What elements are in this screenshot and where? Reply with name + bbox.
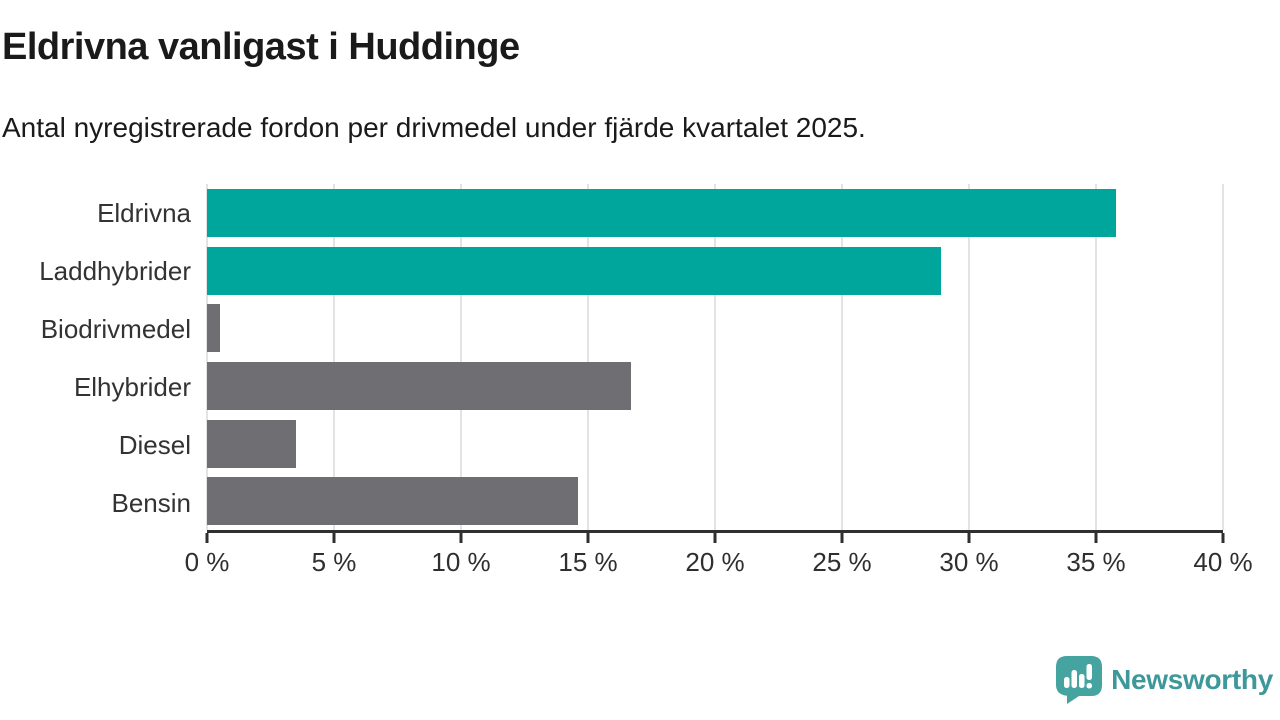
bar-biodrivmedel bbox=[207, 304, 220, 353]
axis-tick-label: 15 % bbox=[558, 547, 618, 577]
gridline bbox=[714, 184, 716, 530]
category-label: Bensin bbox=[111, 488, 192, 519]
bar-glyph-3 bbox=[1079, 674, 1085, 688]
bar-glyph-1 bbox=[1064, 677, 1070, 688]
newsworthy-bubble-bar-chart-icon bbox=[1056, 656, 1103, 704]
axis-tick-label: 20 % bbox=[685, 547, 745, 577]
category-label: Diesel bbox=[118, 430, 191, 461]
gridline bbox=[333, 184, 335, 530]
chart-title: Eldrivna vanligast i Huddinge bbox=[2, 26, 520, 68]
bar-row bbox=[207, 184, 1223, 242]
axis-tick-label: 25 % bbox=[812, 547, 872, 577]
category-label: Eldrivna bbox=[97, 197, 191, 228]
axis-tick-label: 5 % bbox=[311, 547, 357, 577]
gridline bbox=[1095, 184, 1097, 530]
axis-tick-label: 0 % bbox=[184, 547, 230, 577]
gridline bbox=[1222, 184, 1224, 530]
axis-tick bbox=[459, 533, 463, 543]
axis-tick bbox=[967, 533, 971, 543]
brand-name: Newsworthy bbox=[1111, 664, 1273, 695]
gridline bbox=[460, 184, 462, 530]
bar-row bbox=[207, 299, 1223, 357]
axis-tick bbox=[1221, 533, 1225, 543]
axis-tick-label: 30 % bbox=[939, 547, 999, 577]
bar-row bbox=[207, 357, 1223, 415]
axis-tick bbox=[840, 533, 844, 543]
gridline bbox=[206, 184, 208, 530]
axis-tick-label: 10 % bbox=[431, 547, 491, 577]
plot-area: 0 % 5 % 10 % 15 % 20 % 25 % 30 % 35 % 40 % bbox=[185, 184, 1253, 577]
bar-eldrivna bbox=[207, 188, 1117, 237]
newsworthy-logo: Newsworthy bbox=[1056, 656, 1273, 704]
bar-row bbox=[207, 415, 1223, 473]
bar-elhybrider bbox=[207, 361, 632, 410]
axis-tick-label: 40 % bbox=[1193, 547, 1253, 577]
bar-row bbox=[207, 472, 1223, 530]
bar-row bbox=[207, 242, 1223, 300]
chart-subtitle: Antal nyregistrerade fordon per drivmede… bbox=[2, 112, 866, 143]
category-label: Laddhybrider bbox=[39, 255, 191, 286]
bar-bensin bbox=[207, 477, 578, 526]
bars-container bbox=[207, 184, 1223, 530]
gridline bbox=[841, 184, 843, 530]
category-label: Biodrivmedel bbox=[40, 313, 191, 344]
y-axis-category-labels: Eldrivna Laddhybrider Biodrivmedel Elhybrid… bbox=[0, 184, 191, 533]
bar-laddhybrider bbox=[207, 246, 942, 295]
bar-glyph-2 bbox=[1071, 670, 1078, 688]
axis-tick bbox=[713, 533, 717, 543]
axis-tick-label: 35 % bbox=[1066, 547, 1126, 577]
exclamation-dot bbox=[1086, 683, 1093, 689]
axis-tick bbox=[205, 533, 209, 543]
bar-diesel bbox=[207, 419, 296, 468]
category-label: Elhybrider bbox=[73, 372, 191, 403]
gridline bbox=[587, 184, 589, 530]
exclamation-stroke bbox=[1086, 664, 1093, 680]
gridline bbox=[968, 184, 970, 530]
axis-tick bbox=[1094, 533, 1098, 543]
axis-tick bbox=[586, 533, 590, 543]
axis-tick bbox=[332, 533, 336, 543]
